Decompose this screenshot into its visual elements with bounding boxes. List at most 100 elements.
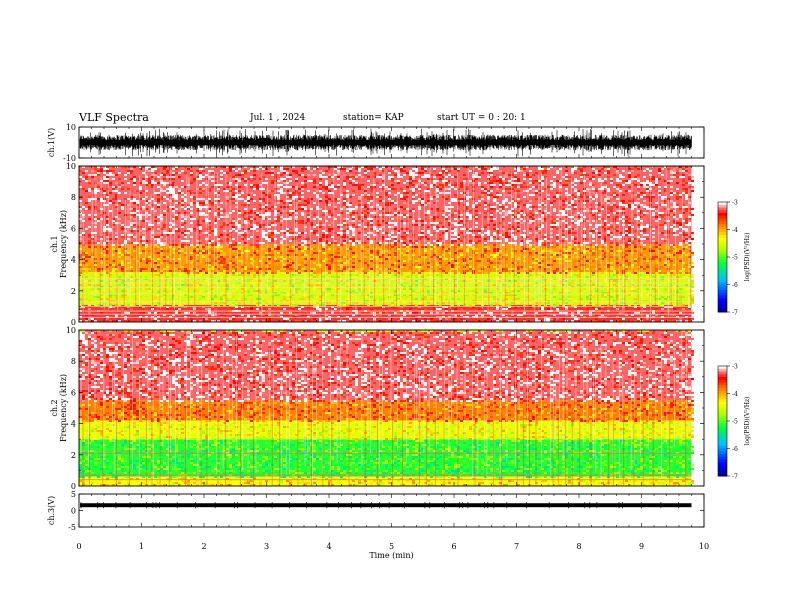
start-time-label: start UT = 0 : 20: 1 <box>437 113 526 123</box>
spectrogram-texture <box>328 272 331 274</box>
spectrogram-texture <box>460 258 463 260</box>
colorbar-segment <box>718 262 727 266</box>
spectrogram-texture <box>349 458 379 476</box>
y-tick-label: 0 <box>71 318 76 327</box>
panel-ch1-spectrogram: -3 -4 -5 -6 -7 log(PSD)(V²/Hz) 0 2 4 6 8 10 ch.1 Freq… <box>50 162 751 327</box>
spectrogram-texture <box>298 440 301 442</box>
spectrogram-texture <box>91 282 643 306</box>
spectrogram-texture <box>148 248 658 274</box>
spectrogram-texture <box>439 448 448 460</box>
colorbar-tick-label: -5 <box>732 255 738 262</box>
colorbar-segment <box>718 426 727 430</box>
colorbar-segment <box>718 226 727 230</box>
spectrogram-texture <box>118 330 679 486</box>
colorbar-label: log(PSD)(V²/Hz) <box>744 233 751 282</box>
time-axis: 0 1 2 3 4 5 6 7 8 9 10 Time (min) <box>76 542 709 560</box>
spectrogram-texture <box>448 414 451 416</box>
colorbar-segment <box>718 412 727 416</box>
colorbar-segment <box>718 204 727 208</box>
x-axis-label: Time (min) <box>369 551 413 560</box>
colorbar-tick-label: -5 <box>732 419 738 426</box>
spectrogram-texture <box>499 262 502 264</box>
colorbar-2: -3 -4 -5 -6 -7 log(PSD)(V²/Hz) <box>717 364 751 481</box>
y-label-channel: ch.2 <box>50 399 59 416</box>
spectrogram-texture <box>85 452 676 472</box>
y-label: Frequency (kHz) <box>59 210 68 278</box>
colorbar-segment <box>718 215 727 219</box>
spectrogram-texture <box>118 414 121 416</box>
colorbar-segment <box>718 248 727 252</box>
spectrogram-texture <box>79 332 694 402</box>
spectrogram-texture <box>79 166 694 322</box>
colorbar-segment <box>718 368 727 372</box>
colorbar-segment <box>718 437 727 441</box>
ch3-waveform-trace <box>80 503 692 508</box>
colorbar-segment <box>718 423 727 427</box>
x-tick-label: 4 <box>326 542 331 551</box>
spectrogram-texture <box>220 248 622 304</box>
colorbar-segment <box>718 415 727 419</box>
colorbar-segment <box>718 265 727 269</box>
y-tick-label: 10 <box>66 123 76 132</box>
spectrogram-texture <box>193 332 610 402</box>
x-tick-label: 7 <box>514 542 519 551</box>
spectrogram-texture <box>370 414 535 422</box>
colorbar-segment <box>718 210 727 214</box>
ch3-waveform-spikes <box>80 502 679 509</box>
spectrogram-texture <box>538 348 541 350</box>
colorbar-segment <box>718 202 727 206</box>
x-tick-label: 1 <box>139 542 144 551</box>
colorbar-tick-label: -4 <box>732 391 738 398</box>
spectrogram-2-image <box>79 330 694 486</box>
spectrogram-texture <box>157 404 160 406</box>
spectrogram-texture <box>385 420 388 422</box>
colorbar-segment <box>718 303 727 307</box>
y-tick-label: 8 <box>71 357 76 366</box>
colorbar-segment <box>718 382 727 386</box>
sferic-streaks-dark <box>82 408 687 486</box>
colorbar-segment <box>718 454 727 458</box>
colorbar-segment <box>718 257 727 261</box>
sferic-streaks <box>80 166 690 321</box>
colorbar-segment <box>718 448 727 452</box>
colorbar-segment <box>718 377 727 381</box>
colorbar-segment <box>718 287 727 291</box>
spectrogram-texture <box>193 442 691 470</box>
x-tick-label: 0 <box>76 542 81 551</box>
colorbar-segment <box>718 462 727 466</box>
colorbar-segment <box>718 276 727 280</box>
spectrogram-texture <box>301 404 304 406</box>
spectrogram-texture <box>313 248 316 250</box>
spectrogram-texture <box>478 428 481 430</box>
y-tick-label: 0 <box>71 482 76 491</box>
panel-frame <box>78 493 705 528</box>
colorbar-segment <box>718 390 727 394</box>
band-0 <box>79 476 692 486</box>
y-tick-label: -5 <box>68 523 76 532</box>
colorbar-segment <box>718 224 727 228</box>
colorbar-segment <box>718 270 727 274</box>
colorbar-segment <box>718 366 727 370</box>
spectrogram-texture <box>88 442 514 472</box>
y-tick-label: 4 <box>71 256 76 265</box>
colorbar-label: log(PSD)(V²/Hz) <box>744 397 751 446</box>
colorbar-segment <box>718 295 727 299</box>
colorbar-tick-label: -7 <box>732 474 738 481</box>
colorbar-segment <box>718 281 727 285</box>
y-tick-label: 5 <box>71 490 76 499</box>
colorbar-segment <box>718 237 727 241</box>
y-tick-label: 0 <box>71 507 76 516</box>
colorbar-segment <box>718 284 727 288</box>
station-label: station= KAP <box>343 113 404 123</box>
colorbar-segment <box>718 374 727 378</box>
x-tick-label: 10 <box>699 542 709 551</box>
spectrogram-texture <box>88 252 667 268</box>
spectrogram-texture <box>106 336 607 416</box>
spectrogram-texture <box>409 408 412 410</box>
colorbar-segment <box>718 240 727 244</box>
colorbar-segment <box>718 393 727 397</box>
colorbar-segment <box>718 443 727 447</box>
colorbar-tick-label: -6 <box>732 446 738 453</box>
spectrogram-texture <box>130 334 595 418</box>
